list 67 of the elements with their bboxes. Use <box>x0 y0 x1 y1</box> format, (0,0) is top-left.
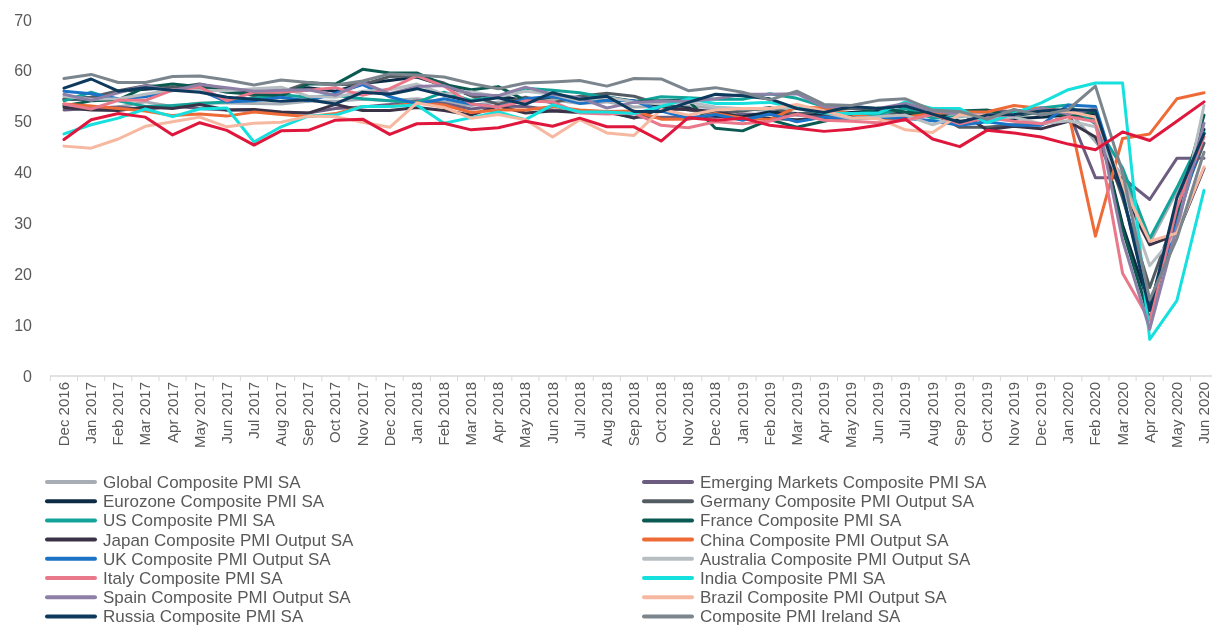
legend-label: Japan Composite PMI Output SA <box>103 530 355 550</box>
x-tick-label: Jun 2018 <box>543 382 561 444</box>
x-tick-label: Mar 2019 <box>787 382 805 446</box>
x-tick-label: Nov 2019 <box>1005 382 1022 447</box>
x-tick-label: Jan 2017 <box>82 382 100 444</box>
x-tick-label: Jun 2017 <box>217 382 235 444</box>
legend-label: India Composite PMI SA <box>700 568 886 588</box>
legend-label: UK Composite PMI Output SA <box>103 549 332 569</box>
legend-label: Germany Composite PMI Output SA <box>700 492 975 512</box>
y-tick-label: 20 <box>14 265 33 283</box>
x-tick-label: Apr 2019 <box>815 382 832 443</box>
x-tick-label: Aug 2017 <box>272 382 290 447</box>
x-tick-label: Nov 2018 <box>679 382 697 447</box>
x-tick-label: Sep 2019 <box>950 382 968 447</box>
legend-label: China Composite PMI Output SA <box>700 530 950 550</box>
x-tick-label: Oct 2017 <box>326 382 344 443</box>
x-tick-label: Jun 2020 <box>1195 382 1212 444</box>
x-tick-label: Jul 2019 <box>896 382 914 439</box>
x-tick-label: Dec 2017 <box>380 382 398 447</box>
legend-label: Global Composite PMI SA <box>103 472 302 492</box>
y-tick-label: 0 <box>23 367 33 385</box>
x-tick-label: Mar 2020 <box>1113 382 1131 446</box>
legend-label: Emerging Markets Composite PMI SA <box>700 472 987 492</box>
x-tick-label: Aug 2019 <box>923 382 941 447</box>
legend-label: Composite PMI Ireland SA <box>700 607 901 626</box>
x-tick-label: May 2019 <box>842 382 860 448</box>
x-tick-label: Dec 2019 <box>1032 382 1050 447</box>
x-tick-label: May 2020 <box>1167 382 1185 448</box>
x-tick-label: Jan 2019 <box>733 382 751 444</box>
x-tick-label: Mar 2018 <box>462 382 480 446</box>
x-tick-label: Feb 2017 <box>109 382 127 446</box>
x-tick-label: Jan 2020 <box>1059 382 1077 444</box>
x-tick-label: Oct 2019 <box>977 382 995 443</box>
x-tick-label: Apr 2017 <box>163 382 181 443</box>
x-tick-label: Feb 2019 <box>760 382 778 446</box>
x-tick-label: Apr 2020 <box>1140 382 1158 443</box>
legend-label: Italy Composite PMI SA <box>103 568 284 588</box>
x-tick-label: Dec 2016 <box>55 382 72 447</box>
legend-label: US Composite PMI SA <box>103 511 276 531</box>
y-tick-label: 70 <box>14 11 33 29</box>
x-tick-label: Mar 2017 <box>136 382 154 446</box>
y-tick-label: 40 <box>14 164 33 182</box>
legend-label: Brazil Composite PMI Output SA <box>700 588 948 608</box>
x-tick-label: Feb 2020 <box>1086 382 1104 446</box>
legend-label: France Composite PMI SA <box>700 511 902 531</box>
y-tick-label: 10 <box>14 316 33 334</box>
x-tick-label: Nov 2017 <box>353 382 371 447</box>
legend-label: Spain Composite PMI Output SA <box>103 588 352 608</box>
legend-label: Russia Composite PMI SA <box>103 607 304 626</box>
x-tick-label: Jul 2017 <box>245 382 262 439</box>
x-tick-label: Jan 2018 <box>407 382 425 444</box>
legend-label: Eurozone Composite PMI SA <box>103 492 325 512</box>
y-tick-label: 60 <box>14 62 33 80</box>
x-tick-label: Jul 2018 <box>570 382 588 439</box>
x-tick-label: Feb 2018 <box>435 382 452 446</box>
x-tick-label: Apr 2018 <box>489 382 507 443</box>
x-tick-label: Sep 2017 <box>299 382 317 447</box>
x-tick-label: May 2017 <box>190 382 208 448</box>
x-tick-label: May 2018 <box>516 382 534 448</box>
legend-label: Australia Composite PMI Output SA <box>700 549 971 569</box>
x-tick-label: Aug 2018 <box>597 382 615 447</box>
y-tick-label: 50 <box>14 113 33 131</box>
x-tick-label: Oct 2018 <box>652 382 670 443</box>
x-tick-label: Dec 2018 <box>706 382 724 447</box>
x-tick-label: Sep 2018 <box>625 382 642 447</box>
x-tick-label: Jun 2019 <box>869 382 887 444</box>
y-tick-label: 30 <box>14 215 33 233</box>
